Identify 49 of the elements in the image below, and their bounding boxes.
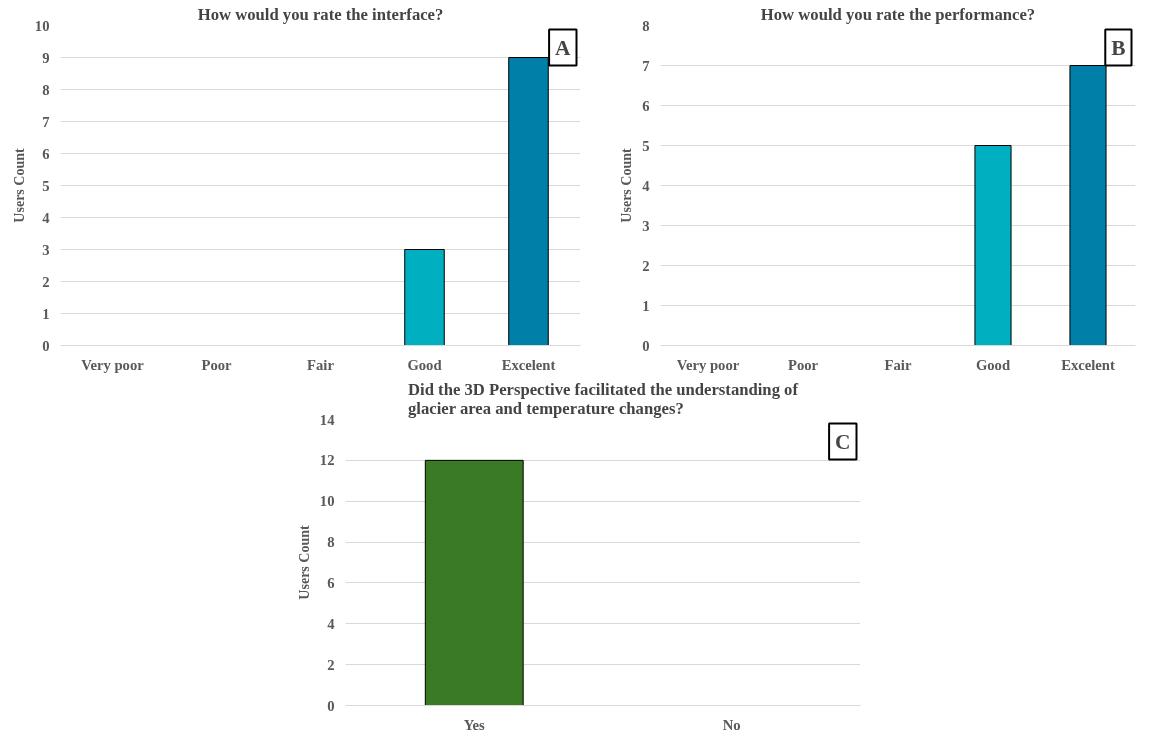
- y-tick-label: 12: [319, 452, 335, 469]
- annotation: C: [835, 429, 851, 454]
- x-tick-label: Fair: [307, 356, 335, 373]
- x-tick-label: Excelent: [1061, 356, 1115, 373]
- y-tick-label: 0: [327, 697, 335, 714]
- y-tick-label: 9: [42, 49, 50, 66]
- y-axis-title: Users Count: [619, 148, 635, 223]
- y-tick-label: 8: [42, 81, 50, 98]
- y-axis-title: Users Count: [296, 525, 312, 600]
- x-tick-label: Very poor: [676, 356, 740, 373]
- x-tick-label: Poor: [201, 356, 233, 373]
- y-tick-label: 3: [42, 241, 50, 258]
- y-tick-label: 3: [642, 217, 650, 234]
- y-tick-label: 4: [642, 177, 651, 194]
- y-axis-title: Users Count: [11, 148, 27, 223]
- y-tick-label: 6: [642, 97, 650, 114]
- y-tick-label: 0: [642, 337, 650, 354]
- y-tick-label: 6: [42, 145, 50, 162]
- y-tick-label: 6: [327, 574, 335, 591]
- y-tick-label: 10: [34, 17, 50, 34]
- y-tick-label: 2: [327, 656, 335, 673]
- x-tick-label: Fair: [884, 356, 912, 373]
- x-tick-label: Excelent: [501, 356, 556, 373]
- x-tick-label: Very poor: [81, 356, 145, 373]
- chart-title: How would you rate the performance?: [760, 4, 1036, 24]
- x-tick-label: No: [722, 716, 741, 733]
- annotation: B: [1111, 35, 1126, 60]
- x-tick-label: Good: [975, 356, 1011, 373]
- y-tick-label: 1: [42, 305, 50, 322]
- y-tick-label: 1: [642, 297, 650, 314]
- chart-title: Did the 3D Perspective facilitated the understanding of glacier area and temperature changes?: [408, 379, 799, 418]
- y-tick-label: 7: [42, 113, 50, 130]
- x-tick-label: Poor: [787, 356, 819, 373]
- x-tick-label: Good: [407, 356, 442, 373]
- y-tick-label: 2: [42, 273, 50, 290]
- x-tick-label: Yes: [463, 716, 486, 733]
- y-tick-label: 4: [327, 615, 336, 632]
- y-tick-label: 4: [42, 209, 51, 226]
- y-tick-label: 14: [319, 411, 336, 428]
- y-tick-label: 10: [319, 493, 335, 510]
- y-tick-label: 5: [42, 177, 50, 194]
- y-tick-label: 7: [642, 57, 650, 74]
- y-tick-label: 2: [642, 257, 650, 274]
- annotation: A: [555, 35, 572, 60]
- y-tick-label: 0: [42, 337, 50, 354]
- chart-title: How would you rate the interface?: [197, 4, 444, 24]
- y-tick-label: 5: [642, 137, 650, 154]
- y-tick-label: 8: [642, 17, 650, 34]
- y-tick-label: 8: [327, 534, 335, 551]
